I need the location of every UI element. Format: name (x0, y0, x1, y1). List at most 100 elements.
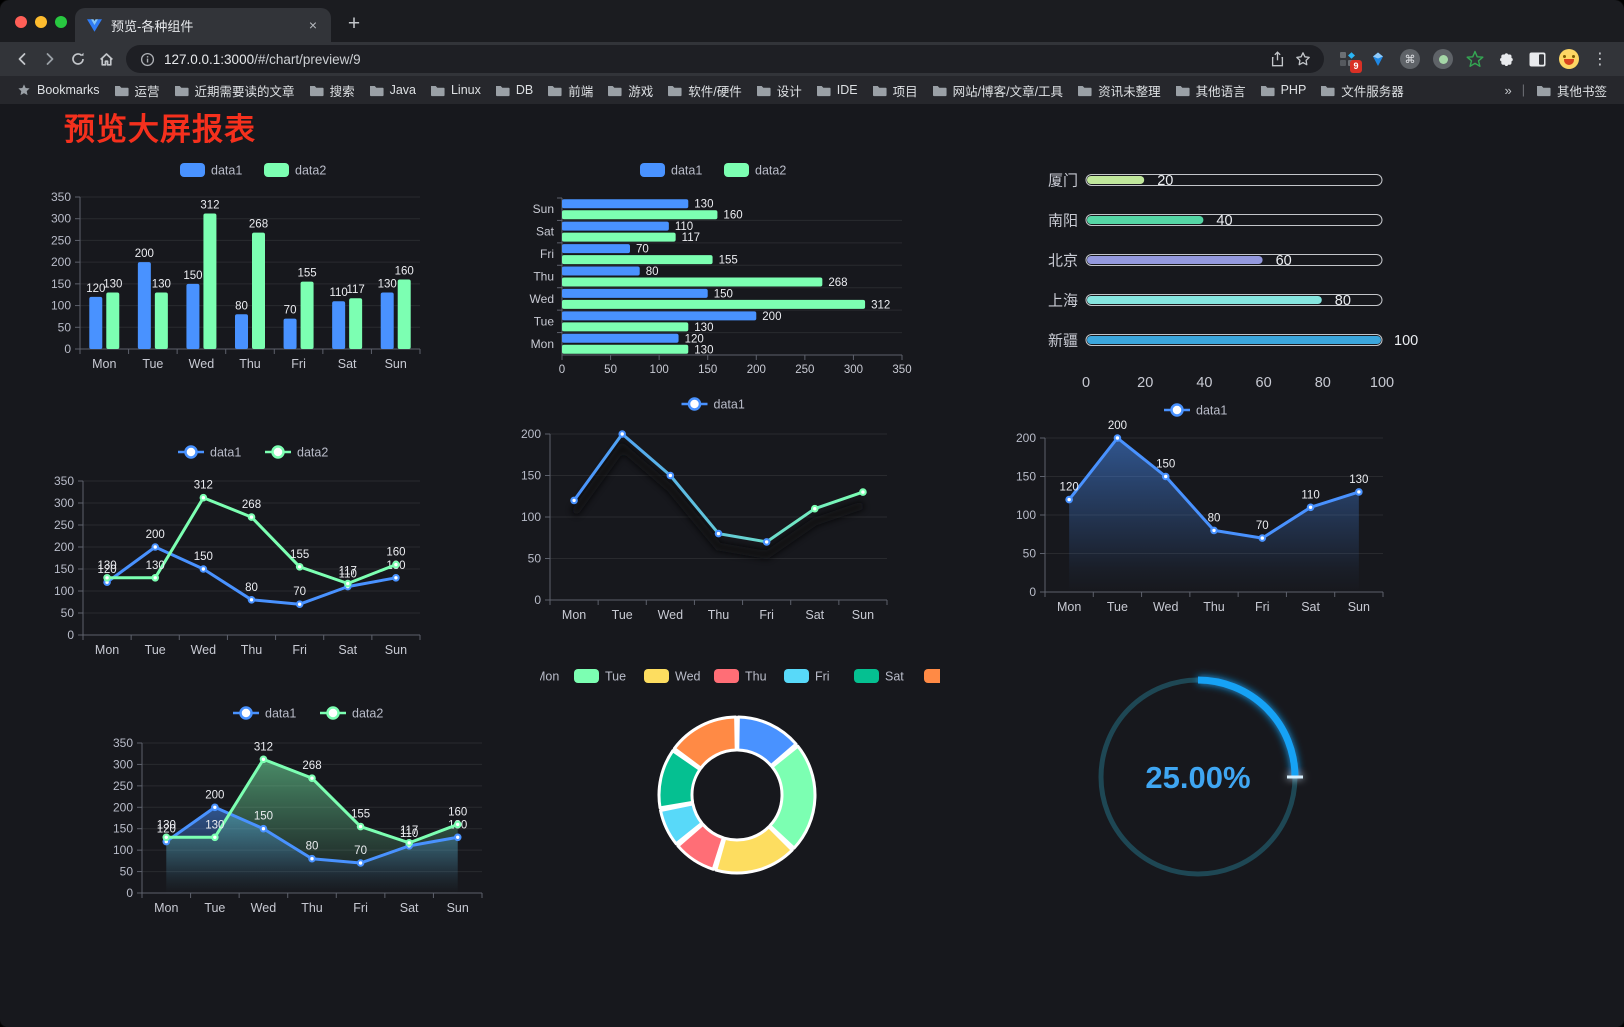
gauge-chart[interactable]: 25.00% (1080, 650, 1320, 905)
svg-text:data2: data2 (352, 707, 383, 721)
command-extension-icon[interactable]: ⌘ (1400, 49, 1420, 69)
svg-text:200: 200 (1108, 420, 1127, 432)
site-info-icon[interactable] (138, 50, 156, 68)
new-tab-button[interactable]: + (347, 12, 361, 35)
svg-text:130: 130 (97, 560, 116, 572)
single-area-line-chart[interactable]: data1 0 50 100 150 200 Mon Tue Wed Thu Fri Sat Sun 12… (985, 386, 1410, 626)
svg-text:Tue: Tue (612, 608, 633, 622)
svg-text:110: 110 (329, 287, 347, 299)
svg-text:data1: data1 (1196, 404, 1227, 418)
bookmark-folder[interactable]: 运营 (107, 78, 167, 103)
url-text: 127.0.0.1:3000/#/chart/preview/9 (164, 52, 361, 67)
browser-menu-icon[interactable]: ⋮ (1592, 51, 1608, 68)
reload-icon[interactable] (64, 45, 92, 73)
svg-text:120: 120 (685, 333, 704, 345)
gem-extension-icon[interactable] (1369, 50, 1387, 68)
puzzle-extensions-icon[interactable] (1497, 50, 1515, 68)
svg-text:100: 100 (54, 584, 74, 598)
bookmark-folder[interactable]: 设计 (749, 78, 809, 103)
bookmark-folder[interactable]: 其他语言 (1168, 78, 1253, 103)
svg-text:50: 50 (120, 865, 134, 879)
svg-text:data2: data2 (297, 446, 328, 460)
tampermonkey-extension-icon[interactable]: 9 (1338, 50, 1362, 73)
svg-text:Fri: Fri (292, 643, 307, 657)
svg-text:155: 155 (297, 268, 316, 280)
svg-text:Thu: Thu (745, 670, 767, 684)
bookmark-folder[interactable]: 资讯未整理 (1070, 78, 1168, 103)
svg-text:20: 20 (1157, 173, 1173, 189)
svg-text:130: 130 (205, 819, 224, 831)
recorder-extension-icon[interactable] (1433, 49, 1453, 69)
svg-text:Mon: Mon (154, 901, 178, 915)
svg-text:117: 117 (682, 232, 700, 244)
svg-text:250: 250 (113, 779, 133, 793)
bookmark-folder[interactable]: 搜索 (302, 78, 362, 103)
svg-text:Fri: Fri (759, 608, 774, 622)
svg-text:0: 0 (559, 364, 565, 376)
bookmark-folder[interactable]: DB (488, 80, 540, 100)
svg-text:250: 250 (51, 233, 71, 247)
grouped-bar-chart[interactable]: data1 data2 0 50 100 150 200 250 300 350 Mon Tue Wed… (40, 140, 470, 385)
horizontal-bar-chart[interactable]: data1 data2 0 50 100 150 200 250 300 350 Sun 130 160… (500, 140, 930, 390)
svg-text:40: 40 (1196, 375, 1212, 391)
two-series-area-chart[interactable]: data1 data2 0 50 100 150 200 250 300 350 Mon Tue Wed… (100, 668, 520, 923)
browser-tab[interactable]: 预览-各种组件 × (75, 8, 331, 42)
forward-icon[interactable] (36, 45, 64, 73)
svg-text:Sat: Sat (536, 225, 555, 239)
bookmark-folder[interactable]: 网站/博客/文章/工具 (925, 78, 1070, 103)
profile-avatar-icon[interactable] (1559, 49, 1579, 69)
city-progress-chart[interactable]: 厦门 20 南阳 40 北京 60 上海 80 新疆 100 0 20 40 60 80 100 (1000, 140, 1430, 400)
svg-text:130: 130 (694, 344, 713, 356)
bookmark-folder[interactable]: Linux (423, 80, 488, 100)
page-content: 预览大屏报表 data1 data2 0 50 100 150 200 250 300 350 Mo… (0, 104, 1624, 1027)
svg-text:200: 200 (762, 311, 781, 323)
bookmark-folder[interactable]: 文件服务器 (1313, 78, 1411, 103)
bookmark-star-icon[interactable] (1294, 50, 1312, 68)
bookmark-folder[interactable]: 软件/硬件 (660, 78, 748, 103)
bookmark-folder[interactable]: 近期需要读的文章 (167, 78, 302, 103)
svg-text:北京: 北京 (1048, 253, 1078, 270)
svg-text:300: 300 (54, 496, 74, 510)
bookmarks-manager[interactable]: Bookmarks (10, 80, 107, 100)
svg-text:0: 0 (126, 886, 133, 900)
svg-text:Fri: Fri (815, 670, 830, 684)
two-series-line-chart[interactable]: data1 data2 0 50 100 150 200 250 300 350 Mon Tue Wed… (40, 425, 470, 675)
maximize-window-button[interactable] (55, 16, 67, 28)
close-window-button[interactable] (15, 16, 27, 28)
bookmarks-overflow-chevron[interactable]: » (1504, 82, 1512, 98)
home-icon[interactable] (92, 45, 120, 73)
svg-text:Wed: Wed (530, 292, 554, 306)
svg-text:160: 160 (723, 210, 742, 222)
svg-text:100: 100 (1370, 375, 1394, 391)
svg-text:Mon: Mon (95, 643, 119, 657)
svg-text:Tue: Tue (145, 643, 166, 657)
share-icon[interactable] (1268, 50, 1286, 68)
green-star-extension-icon[interactable] (1466, 50, 1484, 68)
bookmark-folder[interactable]: PHP (1253, 80, 1314, 100)
svg-text:120: 120 (1060, 482, 1079, 494)
svg-text:Fri: Fri (540, 247, 554, 261)
close-tab-icon[interactable]: × (308, 17, 318, 33)
other-bookmarks-folder[interactable]: 其他书签 (1529, 78, 1614, 103)
bookmark-folder[interactable]: 项目 (865, 78, 925, 103)
svg-text:155: 155 (719, 255, 738, 267)
side-panel-icon[interactable] (1528, 50, 1546, 68)
gradient-line-chart[interactable]: data1 0 50 100 150 200 Mon Tue Wed Thu Fri Sat Sun (500, 386, 930, 631)
tab-title: 预览-各种组件 (111, 18, 194, 34)
address-bar[interactable]: 127.0.0.1:3000/#/chart/preview/9 (126, 45, 1324, 73)
svg-text:60: 60 (1256, 375, 1272, 391)
bookmark-folder[interactable]: IDE (809, 80, 865, 100)
bookmark-folder[interactable]: Java (362, 80, 423, 100)
svg-text:data1: data1 (210, 446, 241, 460)
minimize-window-button[interactable] (35, 16, 47, 28)
svg-text:150: 150 (698, 364, 717, 376)
bookmark-folder[interactable]: 前端 (540, 78, 600, 103)
svg-text:data2: data2 (295, 164, 326, 178)
svg-text:150: 150 (51, 277, 71, 291)
svg-text:150: 150 (1156, 459, 1175, 471)
back-icon[interactable] (8, 45, 36, 73)
bookmark-folder[interactable]: 游戏 (600, 78, 660, 103)
svg-text:300: 300 (51, 212, 71, 226)
